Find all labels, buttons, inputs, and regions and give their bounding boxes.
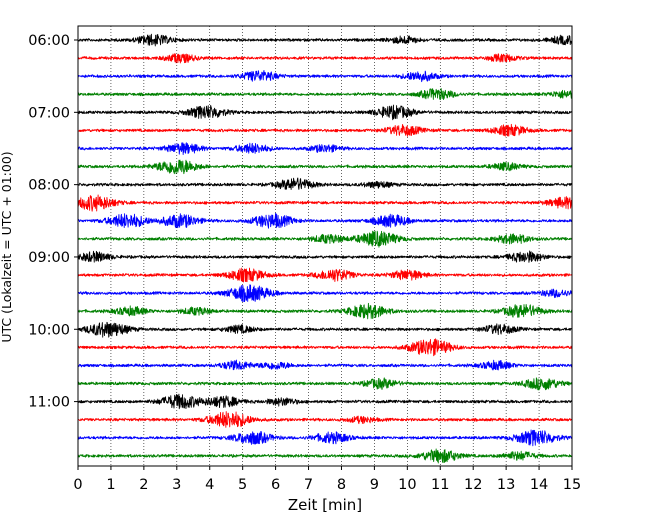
x-tick-label: 8 xyxy=(337,477,346,493)
x-axis: 0 1 2 3 4 5 6 7 8 9 10 11 12 13 14 15 xyxy=(73,466,581,493)
seismic-trace xyxy=(78,377,572,391)
y-tick-label: 08:00 xyxy=(28,178,70,194)
x-tick-label: 11 xyxy=(431,477,449,493)
seismic-trace xyxy=(78,267,572,283)
seismic-trace xyxy=(78,448,572,464)
y-tick-label: 11:00 xyxy=(28,395,70,411)
seismic-trace xyxy=(78,142,572,155)
seismic-trace xyxy=(78,302,572,320)
seismic-trace xyxy=(78,123,572,137)
y-tick-label: 06:00 xyxy=(28,33,70,49)
seismic-trace xyxy=(78,393,572,410)
x-tick-label: 4 xyxy=(205,477,214,493)
x-tick-label: 14 xyxy=(530,477,548,493)
seismic-trace xyxy=(78,88,572,101)
seismic-trace xyxy=(78,250,572,263)
x-tick-label: 7 xyxy=(304,477,313,493)
seismic-trace xyxy=(78,411,572,428)
plot-frame xyxy=(77,25,573,467)
seismic-trace xyxy=(78,33,572,47)
x-tick-label: 12 xyxy=(464,477,482,493)
seismic-trace xyxy=(78,69,572,83)
seismic-trace xyxy=(78,53,572,64)
seismic-trace xyxy=(78,104,572,121)
seismic-trace xyxy=(78,284,572,303)
y-tick-label: 09:00 xyxy=(28,250,70,266)
y-tick-label: 07:00 xyxy=(28,105,70,121)
x-tick-label: 9 xyxy=(370,477,379,493)
seismic-trace xyxy=(78,194,572,212)
seismic-traces xyxy=(78,33,572,464)
y-axis: 06:00 07:00 08:00 09:00 10:00 11:00 xyxy=(28,33,78,411)
x-tick-label: 0 xyxy=(73,477,82,493)
x-tick-label: 10 xyxy=(398,477,416,493)
seismic-trace xyxy=(78,338,572,357)
seismic-trace xyxy=(78,429,572,447)
seismic-trace xyxy=(78,159,572,175)
y-tick-label: 10:00 xyxy=(28,322,70,338)
x-tick-label: 13 xyxy=(497,477,515,493)
x-tick-label: 3 xyxy=(172,477,181,493)
seismic-trace xyxy=(78,177,572,190)
seismic-trace xyxy=(78,321,572,338)
seismic-trace xyxy=(78,230,572,248)
x-tick-label: 1 xyxy=(106,477,115,493)
x-tick-label: 5 xyxy=(238,477,247,493)
x-tick-label: 2 xyxy=(139,477,148,493)
x-tick-label: 6 xyxy=(271,477,280,493)
plot-background xyxy=(78,26,572,466)
x-axis-label: Zeit [min] xyxy=(288,496,362,514)
y-axis-label: UTC (Lokalzeit = UTC + 01:00) xyxy=(0,151,14,342)
x-tick-label: 15 xyxy=(563,477,581,493)
seismic-trace xyxy=(78,359,572,371)
seismic-trace xyxy=(78,212,572,229)
grid-lines xyxy=(110,26,540,466)
